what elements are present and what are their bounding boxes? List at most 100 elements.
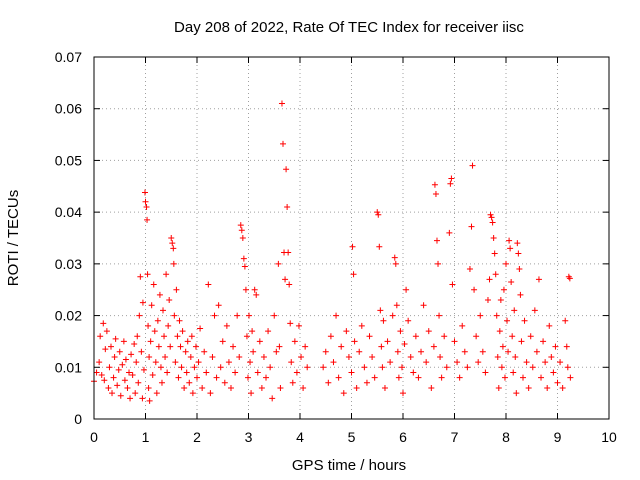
data-point bbox=[142, 198, 149, 205]
data-point bbox=[428, 384, 435, 391]
data-point bbox=[115, 366, 122, 373]
data-point bbox=[517, 291, 524, 298]
data-point bbox=[335, 374, 342, 381]
y-tick-label: 0 bbox=[74, 411, 82, 427]
data-point bbox=[273, 348, 280, 355]
data-point bbox=[282, 276, 289, 283]
data-point bbox=[513, 390, 520, 397]
data-point bbox=[505, 348, 512, 355]
data-point bbox=[167, 343, 174, 350]
data-point bbox=[482, 369, 489, 376]
data-point bbox=[289, 379, 296, 386]
data-point bbox=[521, 317, 528, 324]
data-point bbox=[441, 333, 448, 340]
data-point bbox=[133, 359, 140, 366]
data-point bbox=[433, 237, 440, 244]
data-point bbox=[161, 333, 168, 340]
data-point bbox=[182, 348, 189, 355]
data-point bbox=[533, 348, 540, 355]
data-point bbox=[397, 328, 404, 335]
data-point bbox=[170, 245, 177, 252]
data-point bbox=[564, 364, 571, 371]
y-tick-label: 0.04 bbox=[55, 204, 82, 220]
data-point bbox=[177, 343, 184, 350]
data-point bbox=[508, 278, 515, 285]
data-point bbox=[124, 384, 131, 391]
data-point bbox=[101, 377, 108, 384]
data-point bbox=[187, 353, 194, 360]
data-point bbox=[443, 364, 450, 371]
data-point bbox=[199, 384, 206, 391]
data-point bbox=[205, 281, 212, 288]
data-point bbox=[171, 312, 178, 319]
x-tick-label: 10 bbox=[601, 429, 617, 445]
data-point bbox=[489, 219, 496, 226]
data-point bbox=[430, 343, 437, 350]
x-axis-label: GPS time / hours bbox=[292, 457, 406, 474]
data-point bbox=[412, 333, 419, 340]
data-point bbox=[189, 390, 196, 397]
data-point bbox=[565, 273, 572, 280]
data-point bbox=[475, 359, 482, 366]
data-point bbox=[393, 302, 400, 309]
data-point bbox=[340, 390, 347, 397]
data-point bbox=[243, 333, 250, 340]
data-point bbox=[106, 364, 113, 371]
x-tick-label: 1 bbox=[142, 429, 150, 445]
data-point bbox=[112, 335, 119, 342]
data-point bbox=[153, 390, 160, 397]
data-point bbox=[110, 374, 117, 381]
data-point bbox=[320, 364, 327, 371]
data-point bbox=[550, 369, 557, 376]
data-point bbox=[254, 369, 261, 376]
data-point bbox=[492, 271, 499, 278]
data-point bbox=[516, 266, 523, 273]
data-point bbox=[276, 343, 283, 350]
data-point bbox=[451, 338, 458, 345]
data-point bbox=[499, 343, 506, 350]
y-tick-label: 0.05 bbox=[55, 152, 82, 168]
data-point bbox=[503, 260, 509, 267]
data-point bbox=[223, 322, 230, 329]
data-point bbox=[479, 348, 486, 355]
data-point bbox=[473, 333, 480, 340]
data-point bbox=[145, 384, 152, 391]
data-point bbox=[566, 275, 573, 282]
data-point bbox=[535, 276, 542, 283]
data-point bbox=[158, 379, 165, 386]
data-point bbox=[381, 384, 388, 391]
data-point bbox=[145, 322, 152, 329]
data-point bbox=[510, 369, 517, 376]
data-point bbox=[249, 328, 256, 335]
data-point bbox=[126, 369, 133, 376]
data-point bbox=[109, 390, 116, 397]
data-point bbox=[488, 214, 495, 221]
data-point bbox=[188, 333, 195, 340]
data-point bbox=[327, 333, 334, 340]
data-point bbox=[468, 223, 475, 230]
data-point bbox=[144, 216, 151, 223]
data-point bbox=[144, 271, 151, 278]
data-point bbox=[487, 211, 494, 218]
data-point bbox=[554, 379, 561, 386]
data-point bbox=[495, 384, 502, 391]
data-point bbox=[387, 359, 394, 366]
data-point bbox=[371, 374, 378, 381]
data-point bbox=[230, 343, 237, 350]
data-point bbox=[509, 333, 516, 340]
data-point bbox=[168, 235, 175, 241]
data-point bbox=[269, 395, 276, 402]
data-point bbox=[157, 364, 164, 371]
data-point bbox=[135, 379, 142, 386]
data-point bbox=[129, 372, 136, 379]
data-point bbox=[236, 353, 243, 360]
data-point bbox=[511, 307, 518, 314]
data-point bbox=[298, 353, 305, 360]
data-point bbox=[436, 312, 443, 319]
data-point bbox=[375, 211, 382, 218]
data-point bbox=[120, 338, 127, 345]
data-point bbox=[407, 353, 414, 360]
data-point bbox=[225, 359, 232, 366]
data-point bbox=[186, 379, 193, 386]
data-point bbox=[446, 229, 453, 236]
